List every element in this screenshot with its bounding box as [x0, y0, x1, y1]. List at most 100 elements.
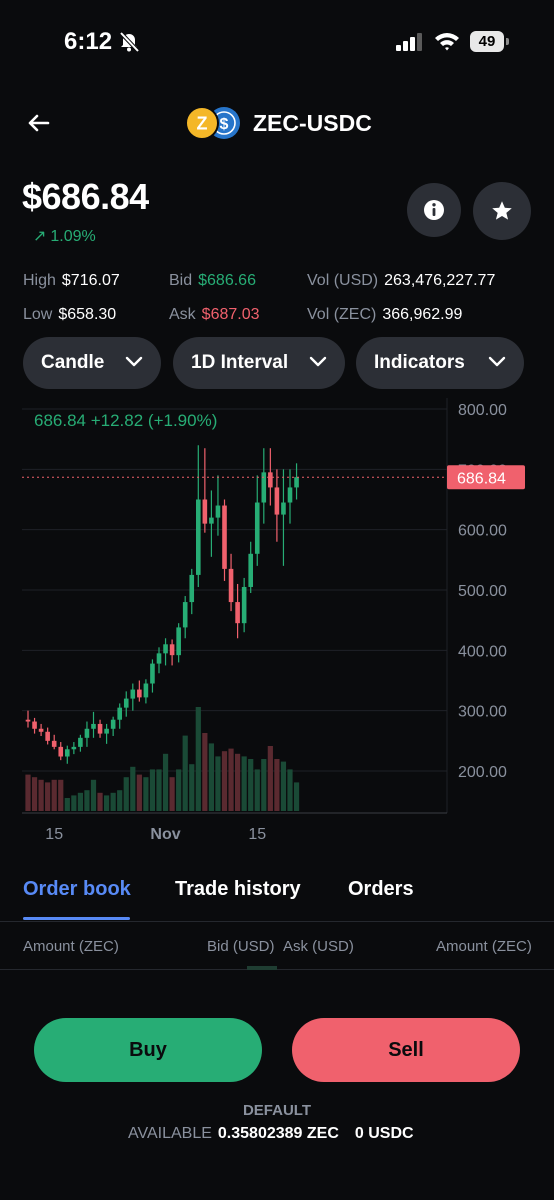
volume-bar — [248, 759, 254, 811]
candle-body — [287, 487, 293, 503]
volume-bar — [136, 774, 142, 811]
candle-body — [78, 737, 83, 747]
volume-bar — [71, 795, 77, 811]
sell-button[interactable]: Sell — [292, 1018, 520, 1082]
chart-type-label: Candle — [41, 352, 105, 373]
active-tab-indicator — [23, 917, 130, 920]
candle-body — [143, 683, 149, 698]
amount-right-header: Amount (ZEC) — [436, 938, 532, 955]
volume-bar — [110, 792, 116, 811]
candle-body — [235, 602, 240, 624]
orderbook-tabs: Order book Trade history Orders — [0, 870, 554, 922]
volume-bar — [162, 753, 169, 811]
candle-body — [117, 707, 122, 720]
candle-body — [97, 723, 103, 734]
candle-body — [189, 574, 195, 603]
candle-body — [25, 719, 31, 722]
indicators-label: Indicators — [374, 352, 465, 373]
status-time: 6:12 — [64, 28, 113, 55]
zcash-logo-icon: Z — [185, 106, 219, 140]
x-tick-label: Nov — [150, 826, 180, 843]
volume-bar — [64, 798, 70, 811]
volume-bar — [176, 769, 182, 811]
watchlist-button[interactable] — [473, 182, 531, 240]
current-price-tag — [447, 465, 525, 490]
volume-bar — [287, 769, 293, 811]
tab-orders[interactable]: Orders — [348, 878, 414, 900]
header: $ Z ZEC-USDC — [0, 96, 554, 152]
tab-trade-history[interactable]: Trade history — [175, 878, 301, 900]
bid-header: Bid (USD) — [207, 938, 275, 955]
candle-body — [45, 731, 50, 741]
candle-body — [274, 487, 280, 515]
price-chart[interactable]: 800.00700.00600.00500.00400.00300.00200.… — [0, 398, 554, 850]
spread-indicator — [247, 966, 277, 970]
y-tick-label: 600.00 — [458, 523, 507, 540]
up-arrow-icon: ↗ — [33, 228, 47, 245]
volume-bar — [228, 748, 234, 811]
candle-body — [182, 602, 188, 628]
volume-bar — [104, 795, 110, 811]
indicators-dropdown[interactable]: Indicators — [356, 337, 524, 389]
volume-bar — [189, 764, 195, 811]
candle-body — [241, 586, 247, 624]
stat-bid-value: $686.66 — [198, 272, 256, 289]
stat-low-label: Low — [23, 306, 53, 323]
tab-order-book[interactable]: Order book — [23, 878, 131, 900]
stat-vol-zec-label: Vol (ZEC) — [307, 306, 377, 323]
price-change: ↗ 1.09% — [33, 226, 96, 246]
x-tick-label: 15 — [248, 826, 266, 843]
battery-nub — [506, 38, 509, 45]
stat-vol-zec-value: 366,962.99 — [382, 306, 463, 323]
volume-bar — [117, 790, 123, 811]
svg-text:Z: Z — [197, 114, 208, 134]
volume-bar — [280, 761, 287, 811]
volume-bar — [208, 743, 214, 811]
volume-bar — [221, 751, 228, 811]
current-price-label: 686.84 — [457, 470, 506, 487]
chart-type-dropdown[interactable]: Candle — [23, 337, 161, 389]
volume-bar — [123, 777, 129, 811]
info-button[interactable] — [407, 183, 461, 237]
candle-body — [222, 505, 227, 569]
candle-body — [281, 502, 286, 515]
candle-body — [71, 746, 77, 750]
candle-body — [137, 689, 142, 698]
orderbook-headers: Amount (ZEC) Bid (USD) Ask (USD) Amount … — [0, 936, 554, 970]
candle-body — [215, 505, 221, 518]
bell-muted-icon — [119, 31, 140, 53]
volume-bar — [25, 774, 31, 811]
volume-bar — [149, 769, 156, 811]
volume-bar — [254, 769, 260, 811]
y-tick-label: 500.00 — [458, 583, 507, 600]
svg-text:$: $ — [220, 116, 229, 133]
back-arrow-icon[interactable] — [24, 108, 54, 138]
y-tick-label: 400.00 — [458, 643, 507, 660]
volume-bar — [97, 792, 103, 811]
portfolio-label: DEFAULT — [242, 1102, 312, 1119]
chevron-down-icon — [309, 356, 327, 367]
volume-bar — [274, 759, 280, 811]
candle-body — [294, 477, 299, 488]
status-bar: 6:12 49 — [0, 0, 554, 80]
volume-bar — [130, 766, 136, 811]
candle-body — [209, 517, 214, 524]
candle-body — [150, 663, 155, 684]
volume-bar — [51, 779, 57, 811]
candle-body — [123, 698, 129, 708]
interval-dropdown[interactable]: 1D Interval — [173, 337, 345, 389]
volume-bar — [202, 733, 208, 811]
candle-body — [104, 728, 109, 734]
ask-header: Ask (USD) — [283, 938, 354, 955]
usdc-balance: 0 USDC — [354, 1125, 414, 1142]
candle-body — [84, 728, 90, 738]
volume-bar — [195, 707, 201, 811]
candle-body — [110, 719, 116, 729]
candle-body — [32, 721, 37, 729]
buy-button[interactable]: Buy — [34, 1018, 262, 1082]
volume-bar — [215, 756, 221, 811]
candle-body — [268, 472, 273, 488]
available-balance: AVAILABLE 0.35802389 ZEC 0 USDC — [128, 1125, 414, 1143]
volume-bar — [77, 792, 83, 811]
candle-body — [163, 644, 168, 654]
